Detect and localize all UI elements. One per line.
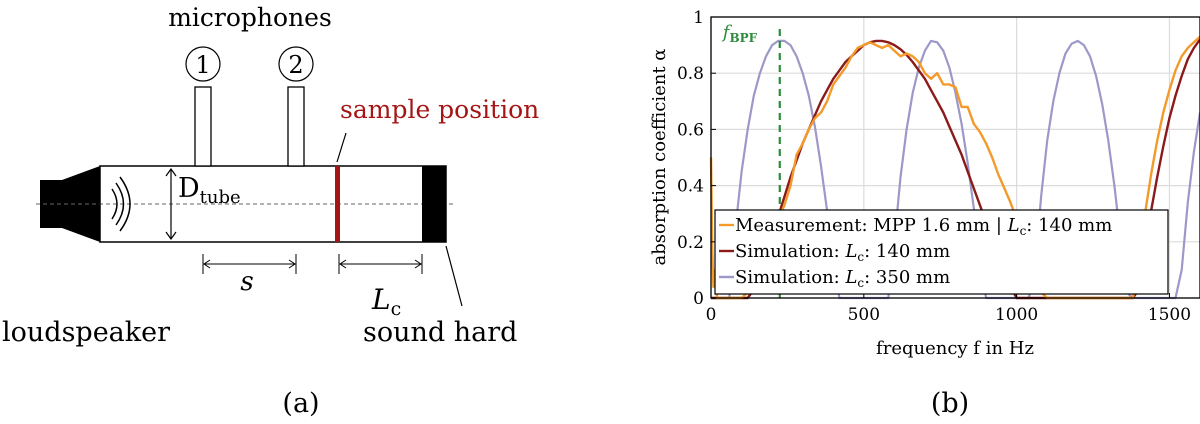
sound-wave-3 <box>119 176 131 232</box>
x-tick-label: 500 <box>848 305 880 325</box>
sample <box>335 166 340 242</box>
x-axis-label: frequency f in Hz <box>876 338 1034 359</box>
s-label: s <box>240 267 253 297</box>
y-tick-label: 0 <box>693 289 704 309</box>
sound-hard-label: sound hard <box>363 317 517 348</box>
d-tube-label: Dtube <box>178 173 241 208</box>
y-tick-label: 0.4 <box>677 177 704 197</box>
legend-entry-measurement: Measurement: MPP 1.6 mm | Lc: 140 mm <box>735 215 1112 238</box>
legend-entry-sim-140: Simulation: Lc: 140 mm <box>735 241 950 264</box>
panel-a-label: (a) <box>282 388 319 419</box>
microphone-1 <box>194 86 212 167</box>
sound-wave-1 <box>111 188 118 220</box>
axis-ticks: 0 500 1000 1500 0 0.2 0.4 0.6 0.8 1 <box>677 8 1191 325</box>
legend-box <box>714 209 1169 295</box>
mic-1-number: 1 <box>195 51 210 79</box>
sound-hard-termination <box>422 166 446 242</box>
y-axis-label: absorption coefficient α <box>649 49 670 266</box>
y-tick-label: 0.6 <box>677 120 704 140</box>
x-tick-label: 1500 <box>1148 305 1191 325</box>
sample-pointer <box>336 132 347 163</box>
y-tick-label: 0.8 <box>677 64 704 84</box>
legend: Measurement: MPP 1.6 mm | Lc: 140 mm Sim… <box>714 209 1169 295</box>
y-tick-label: 1 <box>693 8 704 28</box>
lc-label: Lc <box>371 283 401 320</box>
mic-1-marker <box>185 46 221 82</box>
legend-entry-sim-350: Simulation: Lc: 350 mm <box>735 267 950 290</box>
mic-2-number: 2 <box>288 51 303 79</box>
y-tick-label: 0.2 <box>677 233 704 253</box>
sample-position-label: sample position <box>340 95 539 124</box>
loudspeaker-label: loudspeaker <box>2 317 170 348</box>
x-tick-label: 1000 <box>995 305 1038 325</box>
mic-2-marker <box>278 46 314 82</box>
sound-hard-pointer <box>445 245 463 307</box>
microphones-label: microphones <box>168 3 332 32</box>
panel-b-label: (b) <box>931 388 969 419</box>
microphone-2 <box>287 86 305 167</box>
x-tick-label: 0 <box>706 305 717 325</box>
sound-wave-2 <box>115 182 125 226</box>
plot-frame <box>710 16 1200 299</box>
tube-schematic: Dtube 1 2 microphones sample position s … <box>2 3 539 419</box>
